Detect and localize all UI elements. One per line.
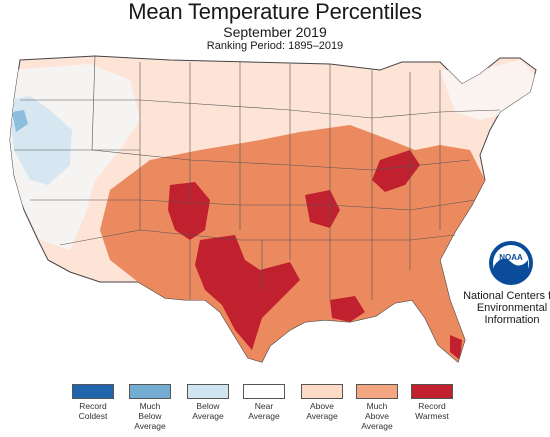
- legend-item-much-above: Much Above Average: [347, 384, 407, 431]
- legend-item-below: Below Average: [178, 384, 238, 421]
- map-title: Mean Temperature Percentiles: [128, 0, 422, 24]
- state-borders: [14, 55, 501, 300]
- region-record-warm-missouri: [305, 190, 340, 228]
- legend-label: Much: [366, 401, 388, 411]
- legend-label: Record: [418, 401, 446, 411]
- legend-item-much-below: Much Below Average: [120, 384, 180, 431]
- legend-item-above: Above Average: [292, 384, 352, 421]
- noaa-logo-text: NOAA: [499, 253, 523, 262]
- region-much-above-average: [100, 125, 485, 362]
- legend-label: Much: [139, 401, 161, 411]
- us-temperature-map: [9, 55, 537, 363]
- region-near-average-northeast: [440, 60, 536, 120]
- legend-swatch-much-below: [129, 384, 171, 399]
- legend-label: Record: [79, 401, 107, 411]
- legend-label: Below: [196, 401, 220, 411]
- legend-swatch-near: [243, 384, 285, 399]
- legend-label: Above: [364, 411, 390, 421]
- region-record-warm-texas: [195, 235, 300, 350]
- legend-label: Average: [192, 411, 224, 421]
- legend-item-record-coldest: Record Coldest: [63, 384, 123, 421]
- map-subtitle: September 2019: [223, 24, 327, 40]
- credit-line-3: Information: [484, 314, 540, 326]
- legend-label: Average: [306, 411, 338, 421]
- legend-label: Coldest: [78, 411, 108, 421]
- legend-swatch-below: [187, 384, 229, 399]
- region-much-below-west: [12, 110, 28, 132]
- legend-label: Average: [361, 421, 393, 431]
- noaa-logo: NOAA: [489, 241, 533, 285]
- legend-label: Above: [309, 401, 335, 411]
- legend-swatch-much-above: [356, 384, 398, 399]
- legend-label: Near: [254, 401, 274, 411]
- legend: Record Coldest Much Below Average Below …: [0, 384, 550, 437]
- legend-item-near: Near Average: [234, 384, 294, 421]
- legend-label: Below: [138, 411, 162, 421]
- legend-swatch-record-coldest: [72, 384, 114, 399]
- legend-label: Average: [248, 411, 280, 421]
- legend-item-record-warmest: Record Warmest: [402, 384, 462, 421]
- legend-label: Warmest: [415, 411, 449, 421]
- region-record-warm-ohio-valley: [372, 150, 420, 192]
- region-record-warm-louisiana: [330, 296, 365, 322]
- credit-line-1: National Centers for: [463, 290, 550, 302]
- legend-swatch-above: [301, 384, 343, 399]
- legend-swatch-record-warmest: [411, 384, 453, 399]
- region-record-warm-florida: [450, 335, 462, 360]
- legend-label: Average: [134, 421, 166, 431]
- region-record-warm-colorado: [168, 182, 210, 240]
- credit-line-2: Environmental: [476, 302, 548, 314]
- ranking-period: Ranking Period: 1895–2019: [206, 40, 344, 52]
- credit-text: National Centers for Environmental Infor…: [460, 290, 550, 326]
